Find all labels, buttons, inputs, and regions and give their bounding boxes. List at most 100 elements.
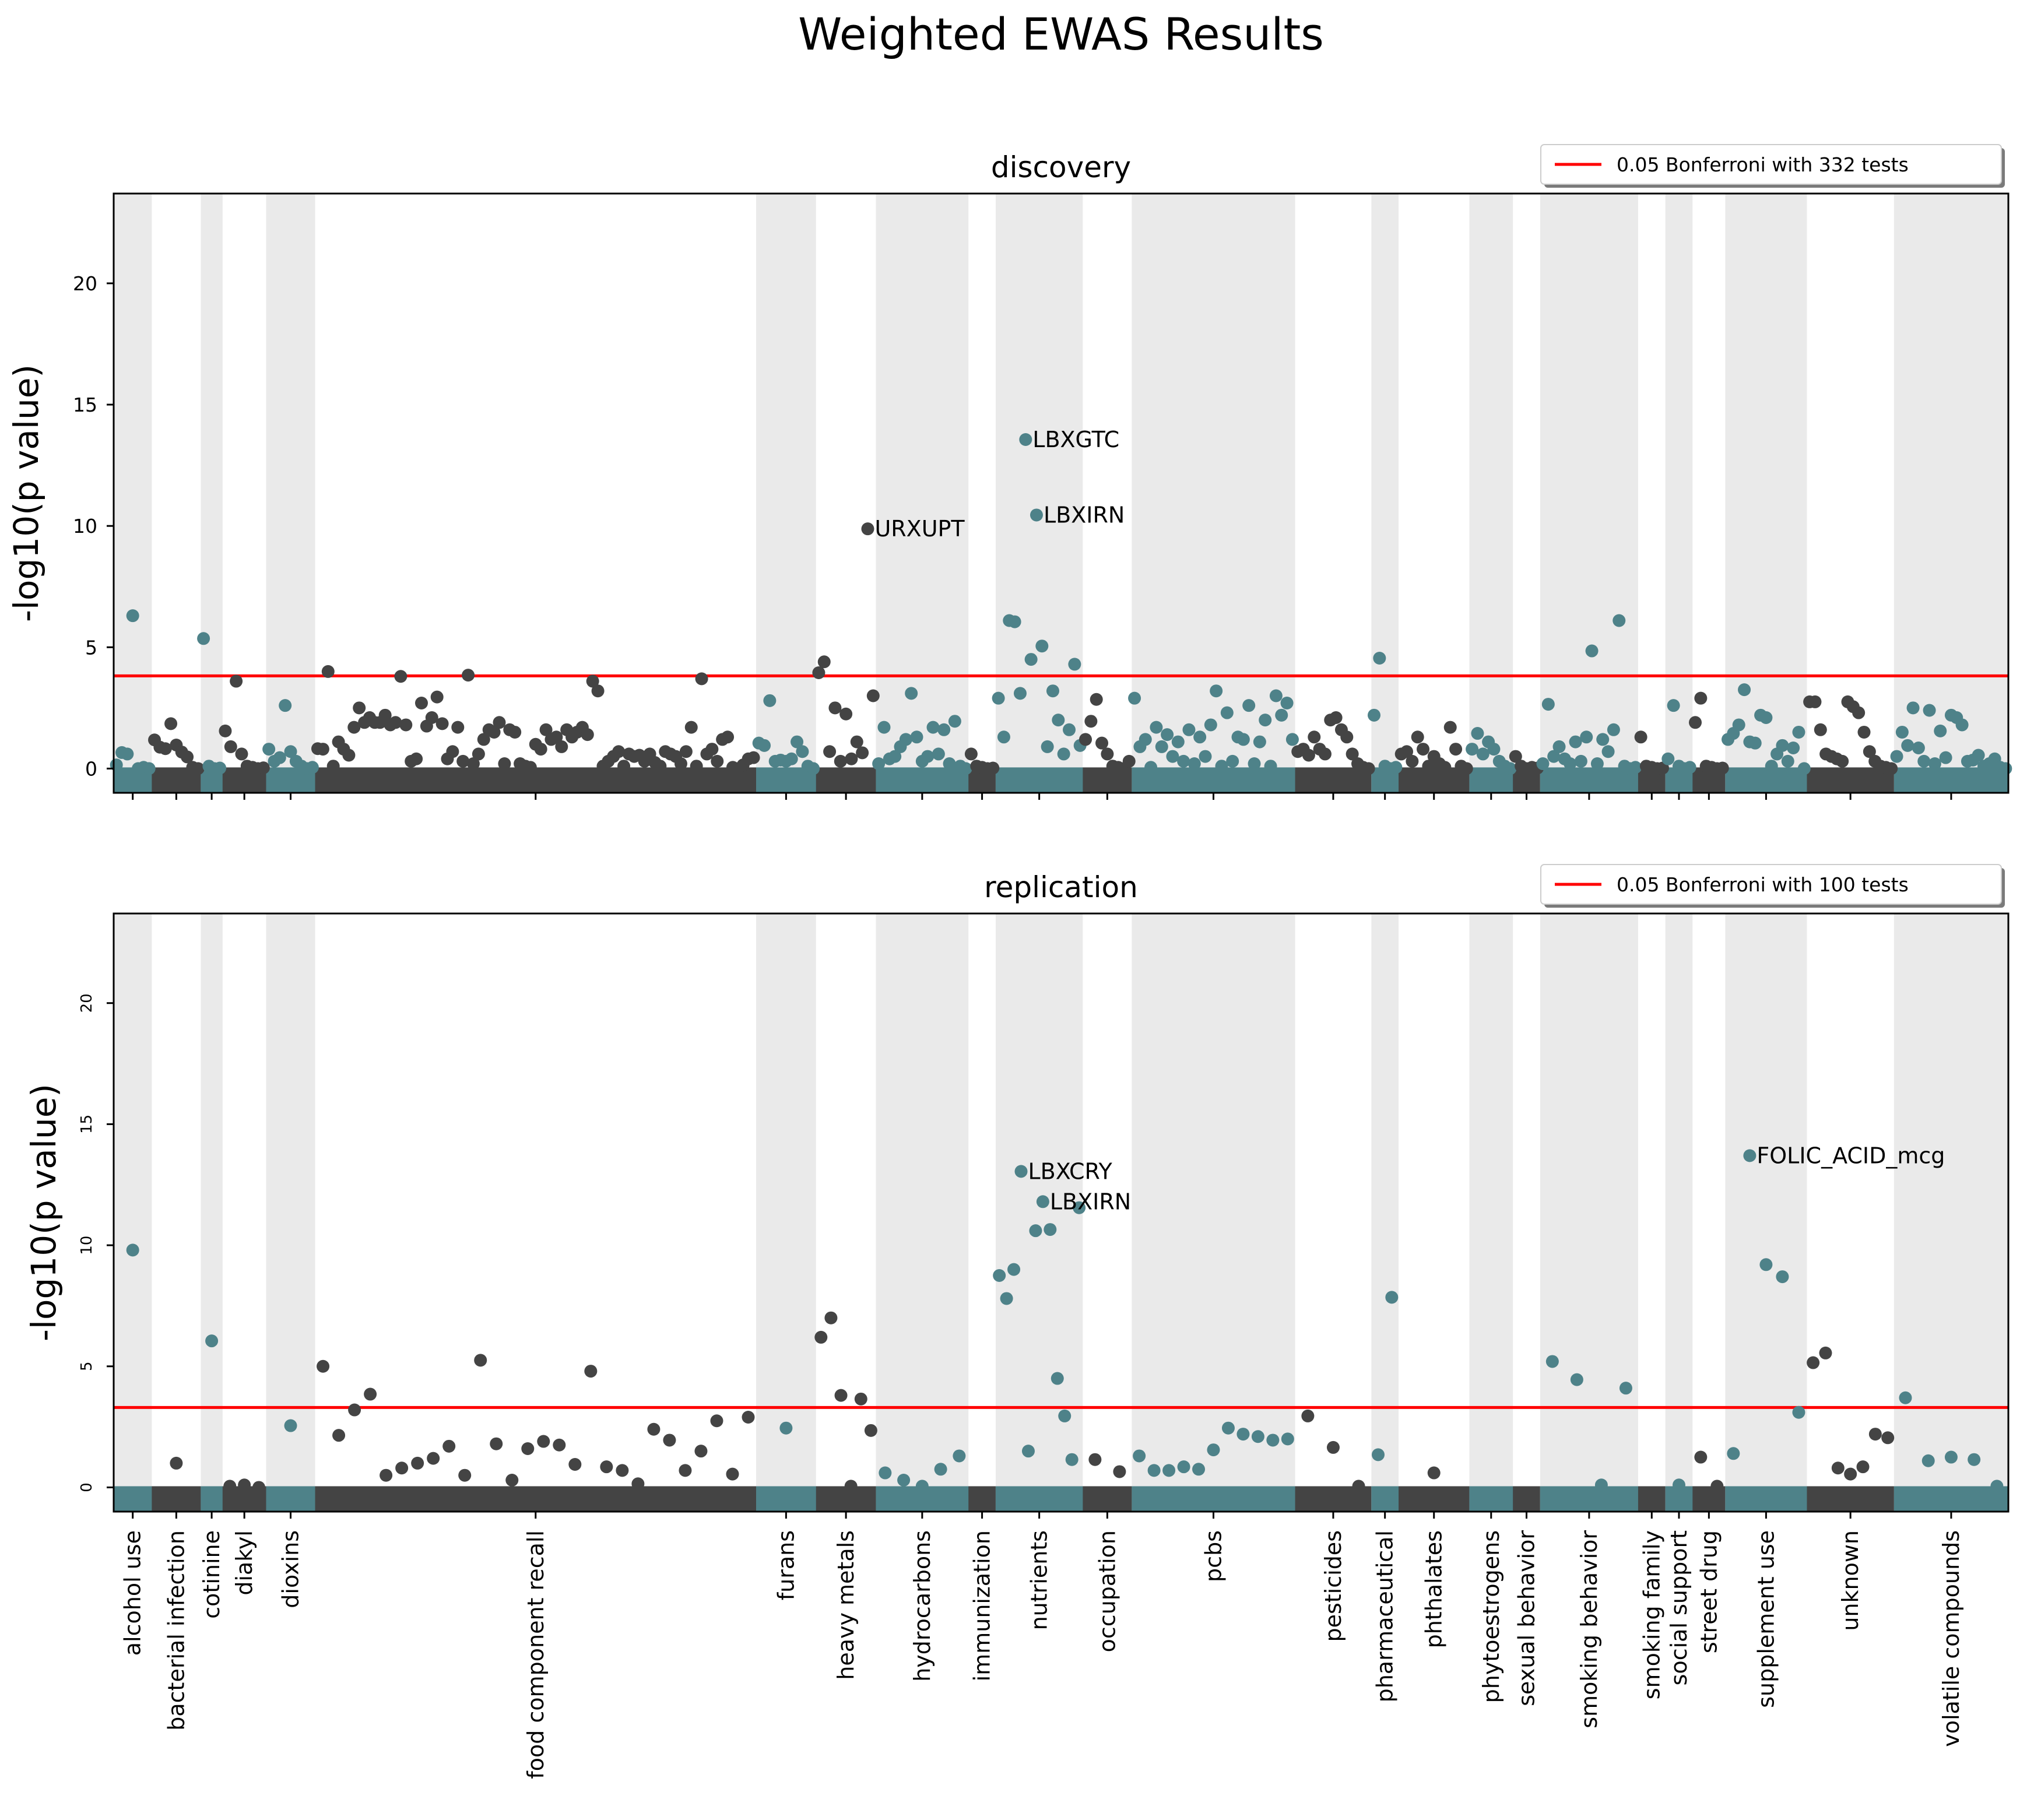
- point-discovery-smoking-behavior-18: [1629, 761, 1642, 774]
- x-category-label-volatile-compounds: volatile compounds: [1938, 1530, 1964, 1747]
- point-discovery-food-component-recall-78: [711, 754, 724, 768]
- replication-band-dioxins: [266, 913, 315, 1512]
- point-replication-supplement-use-1: [1727, 1447, 1740, 1460]
- point-replication-hydrocarbons-3: [915, 1480, 929, 1493]
- replication-band-pharmaceutical: [1371, 913, 1399, 1512]
- point-discovery-social-support-2: [1667, 699, 1680, 712]
- point-discovery-pesticides-4: [1308, 730, 1321, 744]
- point-discovery-street-drug-1: [1689, 716, 1702, 729]
- point-replication-food-component-recall-21: [631, 1477, 645, 1491]
- point-discovery-smoking-behavior-10: [1585, 644, 1599, 658]
- point-discovery-pcbs-6: [1155, 740, 1168, 753]
- point-label-folic-acid-mcg: FOLIC_ACID_mcg: [1757, 1143, 1945, 1168]
- point-label-lbxgtc: LBXGTC: [1032, 427, 1119, 452]
- point-discovery-food-component-recall-42: [524, 761, 537, 774]
- point-discovery-supplement-use-6: [1748, 736, 1762, 750]
- point-discovery-pcbs-30: [1285, 733, 1299, 746]
- point-replication-unknown-5: [1856, 1460, 1870, 1474]
- x-category-label-bacterial-infection: bacterial infection: [163, 1530, 189, 1731]
- point-discovery-phthalates-10: [1443, 721, 1457, 734]
- replication-panel: LBXCRY LBXIRN FOLIC_ACID_mcg 0 5 10 15 20 -log…: [24, 864, 2010, 1519]
- point-discovery-phthalates-4: [1411, 730, 1424, 744]
- point-discovery-supplement-use-14: [1792, 725, 1805, 739]
- point-discovery-food-component-recall-32: [472, 747, 485, 761]
- point-discovery-phytoestrogens-5: [1487, 743, 1501, 756]
- discovery-bar-food-component-recall: [315, 767, 757, 793]
- discovery-ytick-label-20: 20: [73, 272, 97, 295]
- point-discovery-pcbs-11: [1182, 723, 1196, 736]
- point-discovery-heavy-metals-2: [817, 655, 831, 669]
- discovery-points: [110, 433, 2012, 775]
- point-replication-food-component-recall-27: [726, 1467, 739, 1481]
- point-discovery-pcbs-18: [1220, 706, 1234, 719]
- point-discovery-alcohol-use-4: [126, 609, 139, 623]
- point-discovery-food-component-recall-18: [399, 718, 413, 732]
- point-replication-food-component-recall-23: [663, 1433, 676, 1447]
- x-category-label-food-component-recall: food component recall: [523, 1530, 549, 1779]
- point-discovery-supplement-use-3: [1732, 718, 1745, 732]
- point-discovery-occupation-9: [1122, 754, 1136, 768]
- replication-y-axis-label: -log10(p value): [24, 1084, 64, 1341]
- point-discovery-dioxins-4: [279, 699, 292, 712]
- point-discovery-nutrients-6: [1019, 433, 1032, 447]
- point-discovery-food-component-recall-37: [498, 757, 511, 771]
- point-discovery-pcbs-24: [1253, 735, 1266, 749]
- point-discovery-smoking-behavior-12: [1596, 733, 1610, 746]
- point-replication-smoking-behavior-4: [1619, 1382, 1632, 1395]
- discovery-band-pharmaceutical: [1371, 194, 1399, 793]
- point-discovery-heavy-metals-11: [866, 689, 880, 702]
- point-discovery-smoking-behavior-8: [1574, 754, 1587, 768]
- replication-bar-heavy-metals: [816, 1486, 876, 1512]
- point-discovery-pcbs-17: [1215, 760, 1228, 773]
- replication-bar-bacterial-infection: [152, 1486, 201, 1512]
- discovery-legend-text: 0.05 Bonferroni with 332 tests: [1617, 153, 1909, 176]
- point-replication-food-component-recall-14: [521, 1442, 535, 1455]
- point-discovery-food-component-recall-80: [721, 730, 735, 744]
- point-discovery-pharmaceutical-1: [1367, 708, 1380, 722]
- x-category-label-cotinine: cotinine: [199, 1530, 224, 1619]
- point-discovery-food-component-recall-29: [456, 754, 470, 768]
- point-discovery-furans-2: [758, 739, 771, 752]
- point-discovery-bacterial-infection-9: [191, 762, 205, 775]
- point-replication-pcbs-3: [1162, 1464, 1176, 1477]
- x-category-label-phytoestrogens: phytoestrogens: [1478, 1530, 1504, 1703]
- point-replication-supplement-use-5: [1792, 1406, 1805, 1419]
- point-discovery-nutrients-15: [1068, 658, 1081, 671]
- point-replication-food-component-recall-24: [679, 1464, 692, 1477]
- point-replication-food-component-recall-25: [694, 1445, 708, 1458]
- point-replication-furans-1: [779, 1421, 793, 1435]
- replication-band-hydrocarbons: [876, 913, 969, 1512]
- point-replication-pcbs-9: [1251, 1430, 1264, 1443]
- point-discovery-furans-3: [763, 694, 777, 707]
- replication-ytick-label-20: 20: [78, 993, 96, 1013]
- replication-bar-phytoestrogens: [1469, 1486, 1513, 1512]
- point-discovery-hydrocarbons-11: [926, 721, 940, 734]
- point-replication-heavy-metals-6: [864, 1424, 877, 1437]
- point-replication-alcohol-use-1: [126, 1243, 139, 1257]
- point-discovery-hydrocarbons-4: [888, 750, 902, 763]
- point-discovery-smoking-behavior-4: [1552, 740, 1566, 753]
- discovery-bar-heavy-metals: [816, 767, 876, 793]
- point-discovery-bacterial-infection-7: [181, 750, 194, 764]
- point-discovery-nutrients-13: [1057, 747, 1070, 761]
- point-discovery-smoking-behavior-2: [1541, 698, 1555, 711]
- discovery-ytick-label-10: 10: [73, 515, 97, 537]
- point-discovery-pesticides-14: [1362, 762, 1375, 775]
- point-discovery-unknown-12: [1863, 745, 1876, 758]
- point-discovery-hydrocarbons-7: [905, 687, 918, 700]
- point-discovery-pcbs-9: [1171, 735, 1185, 749]
- point-discovery-occupation-2: [1084, 715, 1098, 728]
- point-discovery-nutrients-11: [1046, 684, 1059, 698]
- point-discovery-food-component-recall-4: [326, 760, 340, 773]
- point-discovery-food-component-recall-9: [353, 701, 366, 715]
- point-replication-food-component-recall-10: [458, 1468, 472, 1482]
- x-category-label-smoking-behavior: smoking behavior: [1576, 1530, 1602, 1728]
- point-discovery-nutrients-2: [997, 730, 1010, 744]
- point-discovery-pcbs-23: [1248, 757, 1261, 771]
- point-discovery-unknown-11: [1857, 725, 1871, 739]
- point-replication-food-component-recall-6: [395, 1461, 409, 1475]
- point-discovery-phthalates-11: [1449, 743, 1463, 756]
- point-discovery-volatile-compounds-10: [1939, 751, 1952, 764]
- discovery-band-supplement-use: [1725, 194, 1807, 793]
- point-replication-food-component-recall-8: [427, 1452, 440, 1465]
